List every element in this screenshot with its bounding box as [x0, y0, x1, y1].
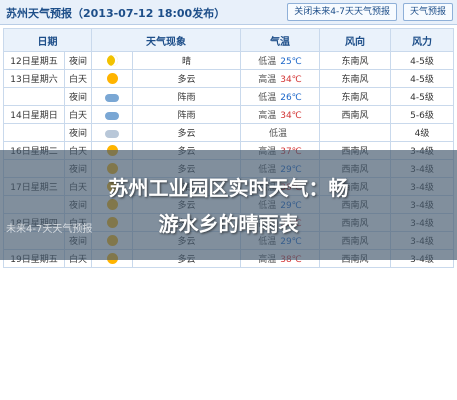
table-row: 14日星期日 白天 阵雨 高温 34℃ 西南风 5-6级 — [3, 105, 454, 124]
row-wind: 东南风 — [319, 51, 391, 70]
page-title: 苏州天气预报（2013-07-12 18:00发布） — [6, 7, 226, 20]
temp-label: 高温 — [258, 75, 277, 85]
row-date: 12日星期五 — [3, 51, 65, 70]
overlay-title-line1: 苏州工业园区实时天气：畅 — [108, 176, 349, 200]
row-wind — [319, 123, 391, 142]
temp-value: 38℃ — [280, 255, 302, 265]
row-period: 夜间 — [64, 51, 92, 70]
temp-label: 高温 — [258, 111, 277, 121]
row-level: 4-5级 — [390, 87, 454, 106]
rain-icon — [105, 112, 119, 120]
row-level: 4-5级 — [390, 69, 454, 88]
table-row: 13日星期六 白天 多云 高温 34℃ 东南风 4-5级 — [3, 69, 454, 88]
overlay-title-line2: 游水乡的晴雨表 — [158, 212, 299, 236]
title-overlay: 未来4-7天天气预报 苏州工业园区实时天气：畅 游水乡的晴雨表 — [0, 150, 457, 260]
table-row: 12日星期五 夜间 晴 低温 25℃ 东南风 4-5级 — [3, 51, 454, 70]
row-date: 13日星期六 — [3, 69, 65, 88]
row-wind: 东南风 — [319, 87, 391, 106]
overlay-faint-text: 未来4-7天天气预报 — [6, 224, 93, 235]
row-wind: 东南风 — [319, 69, 391, 88]
row-level: 5-6级 — [390, 105, 454, 124]
row-date — [3, 87, 65, 106]
row-weather: 晴 — [132, 51, 241, 70]
temp-label: 高温 — [258, 255, 277, 265]
temp-value: 34℃ — [280, 111, 302, 121]
row-period: 夜间 — [64, 87, 92, 106]
col-level: 风力 — [390, 28, 454, 52]
table-row: 夜间 阵雨 低温 26℃ 东南风 4-5级 — [3, 87, 454, 106]
row-weather: 多云 — [132, 69, 241, 88]
row-wind: 西南风 — [319, 105, 391, 124]
col-wind: 风向 — [319, 28, 391, 52]
row-weather: 多云 — [132, 123, 241, 142]
temp-value: 26℃ — [280, 93, 302, 103]
row-period: 夜间 — [64, 123, 92, 142]
col-temp: 气温 — [240, 28, 320, 52]
temp-label: 低温 — [268, 129, 287, 139]
weather-forecast-button[interactable]: 天气预报 — [402, 3, 453, 21]
temp-value: 25℃ — [280, 57, 302, 67]
partly-cloudy-icon — [106, 73, 118, 84]
row-period: 白天 — [64, 69, 92, 88]
row-weather: 阵雨 — [132, 105, 241, 124]
table-row: 夜间 多云 低温 4级 — [3, 123, 454, 142]
col-weather: 天气现象 — [91, 28, 241, 52]
temp-value: 34℃ — [280, 75, 302, 85]
col-date: 日期 — [3, 28, 92, 52]
row-level: 4-5级 — [390, 51, 454, 70]
header-bar: 苏州天气预报（2013-07-12 18:00发布） 关闭未来4-7天天气预报 … — [0, 0, 457, 25]
rain-icon — [105, 94, 119, 102]
moon-icon — [106, 55, 118, 66]
temp-label: 低温 — [258, 57, 277, 67]
row-period: 白天 — [64, 105, 92, 124]
row-weather: 阵雨 — [132, 87, 241, 106]
row-date — [3, 123, 65, 142]
close-forecast-button[interactable]: 关闭未来4-7天天气预报 — [287, 3, 397, 21]
temp-label: 低温 — [258, 93, 277, 103]
cloud-icon — [105, 130, 119, 138]
row-date: 14日星期日 — [3, 105, 65, 124]
row-level: 4级 — [390, 123, 454, 142]
